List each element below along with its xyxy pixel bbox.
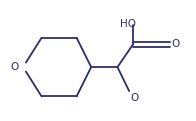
Text: HO: HO	[120, 19, 136, 29]
Text: O: O	[172, 39, 180, 49]
Text: O: O	[131, 93, 139, 103]
Text: O: O	[11, 62, 19, 72]
